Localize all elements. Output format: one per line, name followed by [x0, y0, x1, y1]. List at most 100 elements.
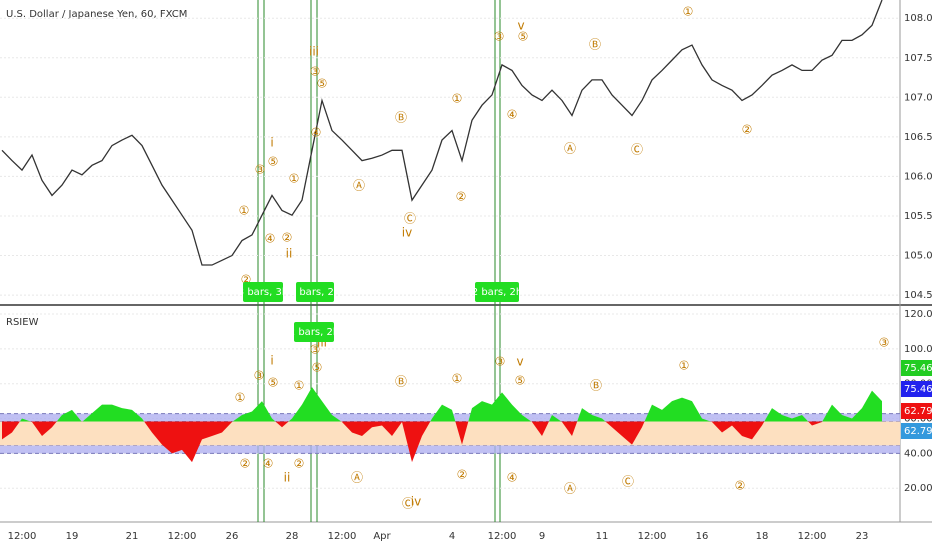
wave-label: Ⓐ [351, 471, 363, 485]
price-label-box [901, 360, 932, 376]
wave-label: ⑤ [268, 376, 279, 390]
wave-label: ③ [254, 369, 265, 383]
wave-label: ① [683, 5, 694, 19]
price-label-box [901, 381, 932, 397]
wave-label: i [270, 354, 273, 368]
wave-label: ② [294, 457, 305, 471]
wave-label: ⑤ [515, 374, 526, 388]
x-tick-label: 21 [126, 531, 139, 542]
y-tick-label: 107.000 [904, 92, 932, 103]
wave-label: ② [742, 123, 753, 137]
wave-label: ① [294, 379, 305, 393]
x-tick-label: 19 [66, 531, 79, 542]
wave-label: ③ [494, 30, 505, 44]
bar-count-tooltip [243, 282, 283, 302]
rsi-area-down [2, 421, 823, 463]
price-label-box [901, 403, 932, 419]
price-label: 62.799 [904, 406, 932, 417]
wave-label: Ⓑ [590, 379, 602, 393]
wave-label: ③ [879, 336, 890, 350]
bar-count-tooltip [296, 282, 334, 302]
bar-count-text: 2 bars, 2h [472, 287, 522, 298]
price-line [1, 0, 883, 266]
price-label: 62.799 [904, 426, 932, 437]
wave-label: ii [284, 471, 291, 485]
wave-label: Ⓑ [395, 375, 407, 389]
wave-label: ⑤ [268, 155, 279, 169]
mid-band [0, 421, 900, 446]
wave-label: ① [452, 372, 463, 386]
wave-label: ② [457, 468, 468, 482]
price-label-box [901, 423, 932, 439]
price-label: 75.466 [904, 384, 932, 395]
wave-label: ① [235, 391, 246, 405]
y-tick-label: 105.000 [904, 251, 932, 262]
wave-label: v [517, 19, 524, 33]
x-tick-label: 9 [539, 531, 545, 542]
wave-label: Ⓑ [395, 111, 407, 125]
wave-label: Ⓒ [631, 143, 643, 157]
y-tick-label: 120.000 [904, 309, 932, 320]
wave-label: ② [241, 273, 252, 287]
wave-label: ③ [495, 355, 506, 369]
x-tick-label: 12:00 [638, 531, 667, 542]
y-tick-label: 100.000 [904, 344, 932, 355]
y-tick-label: 104.500 [904, 290, 932, 301]
wave-label: ① [289, 172, 300, 186]
wave-label: ① [679, 359, 690, 373]
wave-label: ④ [263, 457, 274, 471]
wave-label: ⑤ [317, 77, 328, 91]
wave-label: Ⓐ [564, 482, 576, 496]
wave-label: ② [282, 231, 293, 245]
wave-label: ii [286, 247, 293, 261]
x-tick-label: 16 [696, 531, 709, 542]
wave-label: ② [735, 479, 746, 493]
x-tick-label: 23 [856, 531, 869, 542]
x-tick-label: 12:00 [488, 531, 517, 542]
x-tick-label: 12:00 [168, 531, 197, 542]
wave-label: Ⓒ [622, 475, 634, 489]
wave-label: Ⓑ [589, 38, 601, 52]
indicator-title: RSIEW [6, 317, 39, 328]
bar-count-text: 2 bars, 2h [289, 327, 339, 338]
wave-label: ③ [310, 343, 321, 357]
x-tick-label: 4 [449, 531, 455, 542]
wave-label: v [516, 355, 523, 369]
x-tick-label: 12:00 [8, 531, 37, 542]
wave-label: Ⓐ [353, 179, 365, 193]
wave-label: i [270, 136, 273, 150]
bar-count-text: 2 bars, 2h [290, 287, 340, 298]
y-tick-label: 105.500 [904, 211, 932, 222]
wave-label: Ⓒ [402, 497, 414, 511]
y-tick-label: 107.500 [904, 53, 932, 64]
wave-label: iv [402, 226, 412, 240]
wave-label: ④ [265, 232, 276, 246]
x-tick-label: 18 [756, 531, 769, 542]
y-tick-label: 60.000 [904, 414, 932, 425]
wave-label: iv [411, 495, 421, 509]
bar-count-tooltip [475, 282, 519, 302]
wave-label: ③ [310, 65, 321, 79]
bar-count-text: 3 bars, 3h [238, 287, 288, 298]
x-tick-label: 28 [286, 531, 299, 542]
wave-label: ③ [255, 163, 266, 177]
wave-label: ⑤ [312, 361, 323, 375]
wave-label: ① [239, 204, 250, 218]
x-tick-label: 26 [226, 531, 239, 542]
bar-count-tooltip [294, 322, 334, 342]
y-tick-label: 106.500 [904, 132, 932, 143]
wave-label: ② [456, 190, 467, 204]
price-label: 75.466 [904, 363, 932, 374]
wave-label: ④ [507, 108, 518, 122]
y-tick-label: 20.000 [904, 483, 932, 494]
wave-label: ④ [507, 471, 518, 485]
y-tick-label: 108.000 [904, 13, 932, 24]
x-tick-label: 11 [596, 531, 609, 542]
x-tick-label: 12:00 [328, 531, 357, 542]
wave-label: ② [240, 457, 251, 471]
wave-label: ① [452, 92, 463, 106]
y-tick-label: 106.000 [904, 171, 932, 182]
wave-label: iii [309, 45, 319, 59]
